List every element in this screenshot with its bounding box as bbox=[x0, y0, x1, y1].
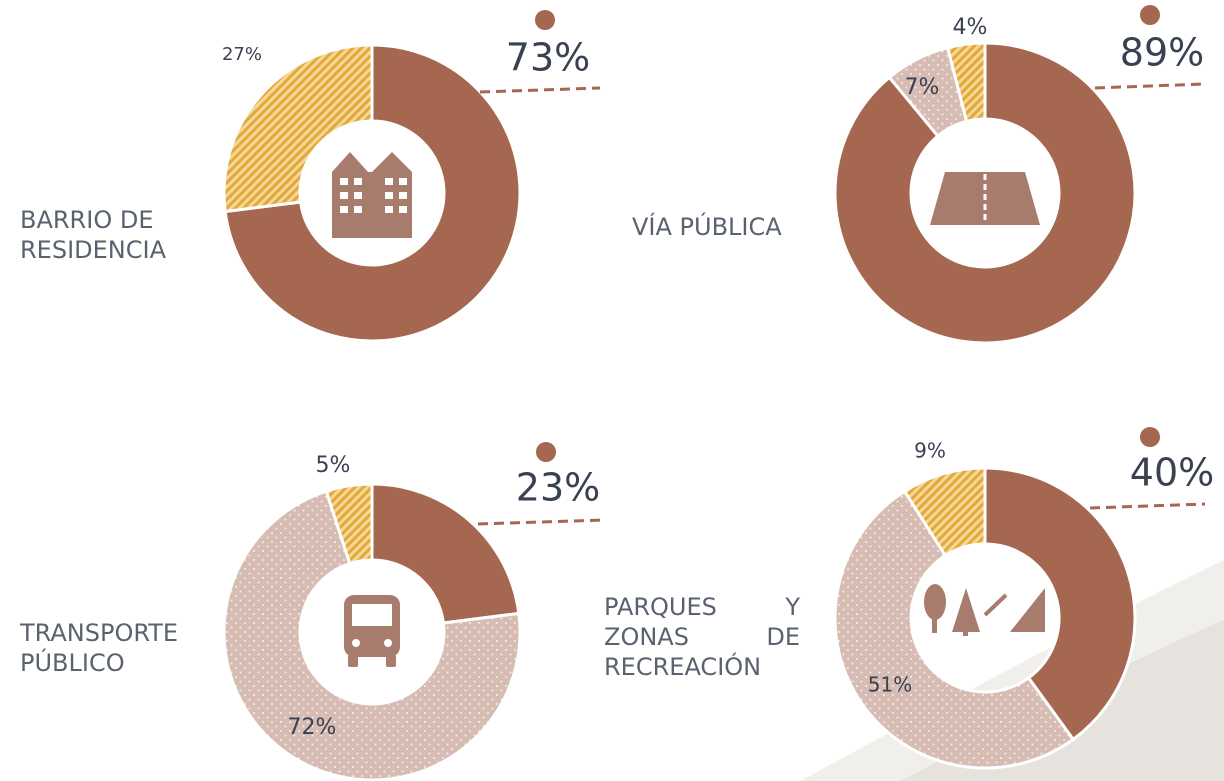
legend-dot bbox=[1140, 427, 1160, 447]
slice bbox=[902, 466, 987, 558]
value-label: 89% bbox=[1120, 31, 1204, 75]
building-icon bbox=[332, 152, 412, 238]
slice bbox=[983, 466, 1137, 742]
value-label: 40% bbox=[1130, 451, 1214, 495]
chart-title: VÍA PÚBLICA bbox=[632, 213, 782, 241]
slice bbox=[370, 482, 521, 625]
slice bbox=[223, 43, 522, 343]
labels: 73% 27% 89% 7% 4% 23% 72% 5% 40% 51% 9% bbox=[222, 5, 1214, 740]
value-label: 73% bbox=[506, 36, 590, 80]
slice bbox=[324, 482, 374, 566]
chart-title: TRANSPORTE PÚBLICO bbox=[20, 619, 179, 677]
road-icon bbox=[930, 172, 1040, 225]
park-icon bbox=[924, 584, 1045, 636]
leader-line bbox=[1089, 502, 1206, 510]
legend-dot bbox=[1140, 5, 1160, 25]
leader-line bbox=[477, 518, 606, 526]
value-label: 7% bbox=[905, 75, 940, 100]
chart-title: PARQUES Y ZONAS DE RECREACIÓN bbox=[604, 593, 800, 681]
value-label: 27% bbox=[222, 44, 262, 65]
bus-icon bbox=[344, 595, 400, 667]
leader-line bbox=[1094, 82, 1206, 90]
leader-line bbox=[479, 86, 601, 94]
slice bbox=[833, 489, 1076, 770]
value-label: 9% bbox=[914, 439, 946, 463]
slices bbox=[222, 41, 1137, 781]
legend-dot bbox=[536, 442, 556, 462]
slice bbox=[222, 489, 522, 781]
slice bbox=[833, 41, 1137, 345]
value-label: 51% bbox=[868, 673, 912, 697]
value-label: 4% bbox=[953, 15, 988, 40]
value-label: 23% bbox=[516, 466, 600, 510]
legend-dot bbox=[535, 10, 555, 30]
slice bbox=[222, 43, 374, 214]
value-label: 5% bbox=[316, 453, 351, 478]
slice bbox=[945, 41, 987, 124]
value-label: 72% bbox=[288, 715, 337, 740]
chart-title: BARRIO DE RESIDENCIA bbox=[20, 206, 167, 264]
